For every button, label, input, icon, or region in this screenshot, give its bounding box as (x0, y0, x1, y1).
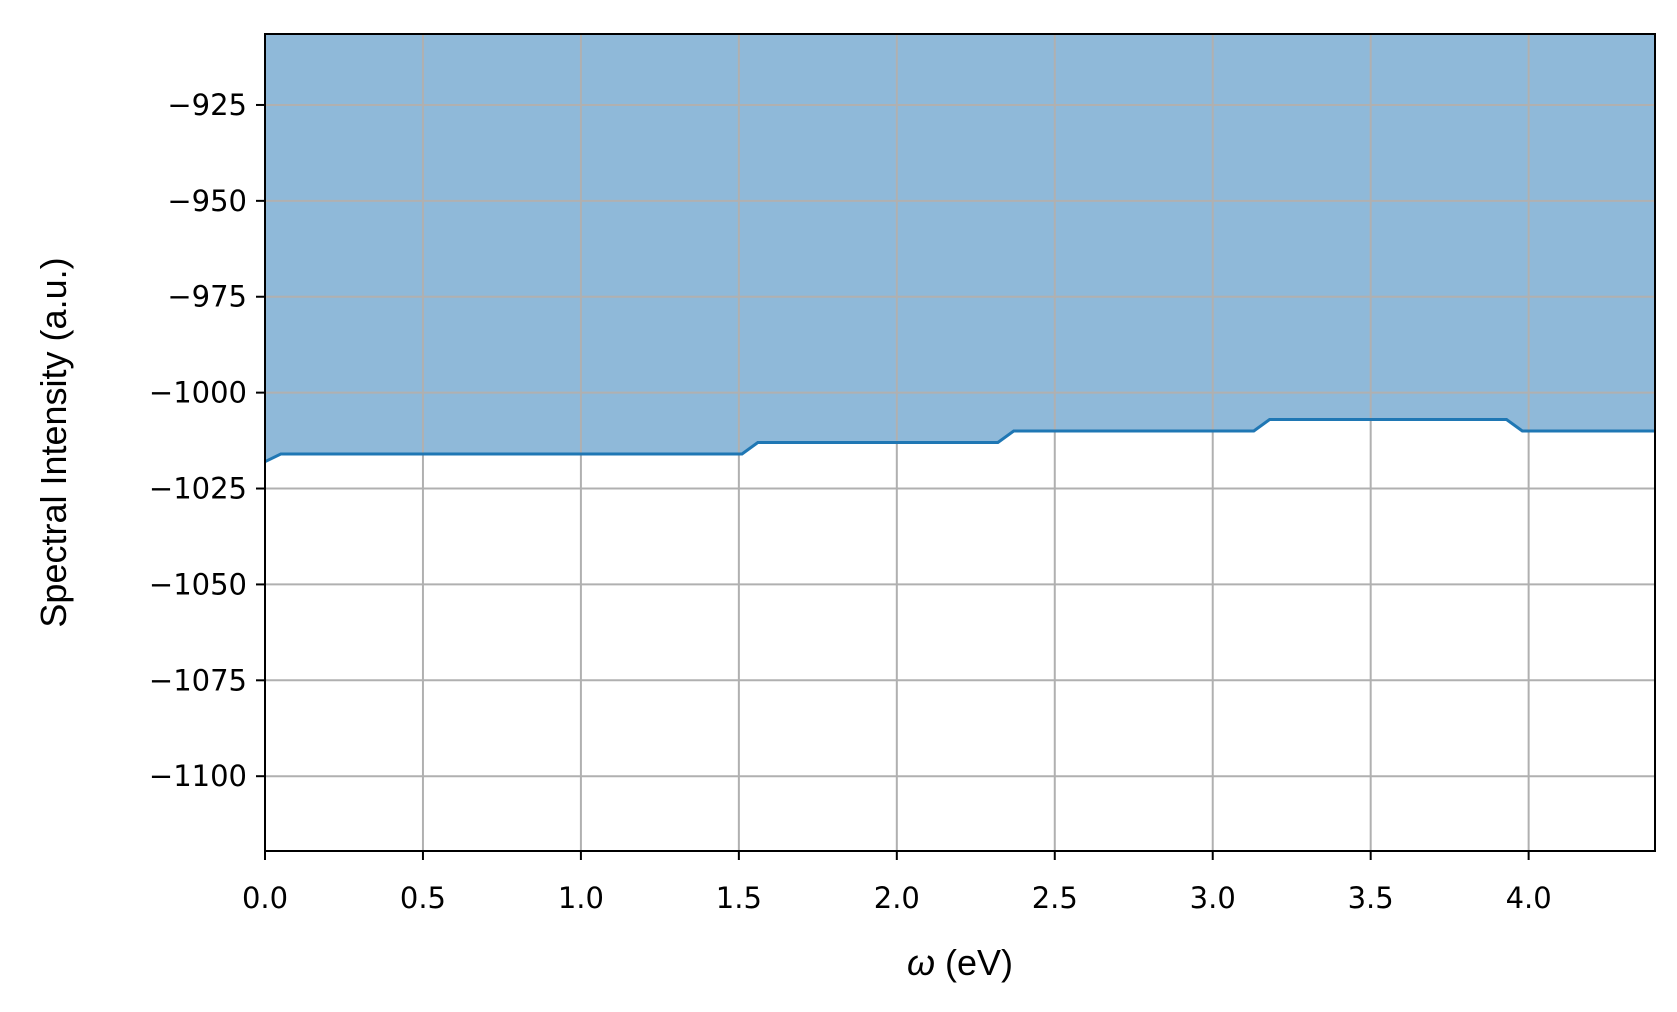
y-tick-label: −975 (167, 280, 247, 314)
plot-frame (264, 33, 1656, 852)
y-tick-label: −925 (167, 88, 247, 122)
y-axis-label: Spectral Intensity (a.u.) (33, 257, 74, 627)
x-axis-symbol: ω (907, 942, 935, 983)
plot-area (264, 33, 1656, 852)
x-axis-unit: (eV) (935, 942, 1013, 983)
x-tick-label: 0.0 (242, 881, 288, 915)
y-tick-label: −1050 (149, 567, 247, 601)
y-axis: −925 −950 −975 −1000 −1025 −1050 −1075 −1100 (149, 88, 265, 793)
area-fill (265, 34, 1655, 462)
y-tick-label: −1025 (149, 472, 247, 506)
x-tick-label: 0.5 (400, 881, 446, 915)
x-tick-label: 3.5 (1348, 881, 1394, 915)
y-tick-label: −1100 (149, 759, 247, 793)
x-tick-label: 2.5 (1032, 881, 1078, 915)
x-tick-label: 3.0 (1190, 881, 1236, 915)
grid (264, 34, 1655, 851)
x-axis-label: ω (eV) (907, 942, 1013, 983)
x-tick-label: 1.5 (716, 881, 762, 915)
x-axis: 0.0 0.5 1.0 1.5 2.0 2.5 3.0 3.5 4.0 (242, 851, 1552, 915)
x-tick-label: 2.0 (874, 881, 920, 915)
x-tick-label: 1.0 (558, 881, 604, 915)
y-tick-label: −950 (167, 184, 247, 218)
x-tick-label: 4.0 (1506, 881, 1552, 915)
series-line (264, 417, 1655, 464)
y-tick-label: −1075 (149, 663, 247, 697)
y-tick-label: −1000 (149, 376, 247, 410)
